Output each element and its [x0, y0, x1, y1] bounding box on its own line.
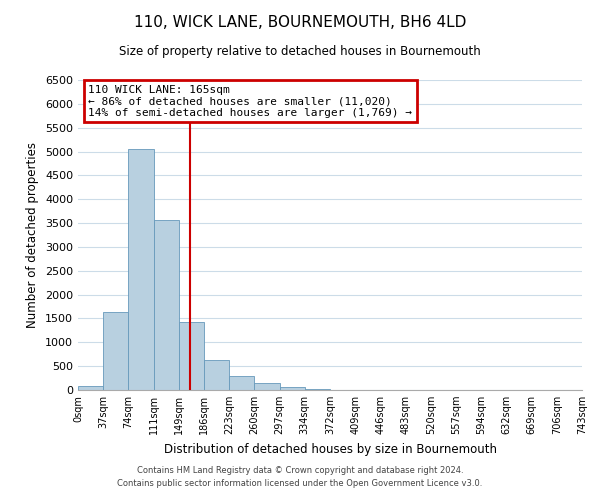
X-axis label: Distribution of detached houses by size in Bournemouth: Distribution of detached houses by size … [163, 442, 497, 456]
Bar [204, 360, 229, 390]
Bar [128, 148, 154, 390]
Bar [254, 384, 280, 390]
Text: 110 WICK LANE: 165sqm
← 86% of detached houses are smaller (11,020)
14% of semi-: 110 WICK LANE: 165sqm ← 86% of detached … [88, 84, 412, 118]
Bar [229, 376, 254, 390]
Bar [78, 386, 103, 390]
Bar [179, 322, 204, 390]
Bar [103, 312, 128, 390]
Bar [154, 220, 179, 390]
Text: Contains HM Land Registry data © Crown copyright and database right 2024.
Contai: Contains HM Land Registry data © Crown c… [118, 466, 482, 487]
Text: Size of property relative to detached houses in Bournemouth: Size of property relative to detached ho… [119, 45, 481, 58]
Bar [305, 389, 330, 390]
Y-axis label: Number of detached properties: Number of detached properties [26, 142, 40, 328]
Bar [280, 387, 305, 390]
Text: 110, WICK LANE, BOURNEMOUTH, BH6 4LD: 110, WICK LANE, BOURNEMOUTH, BH6 4LD [134, 15, 466, 30]
